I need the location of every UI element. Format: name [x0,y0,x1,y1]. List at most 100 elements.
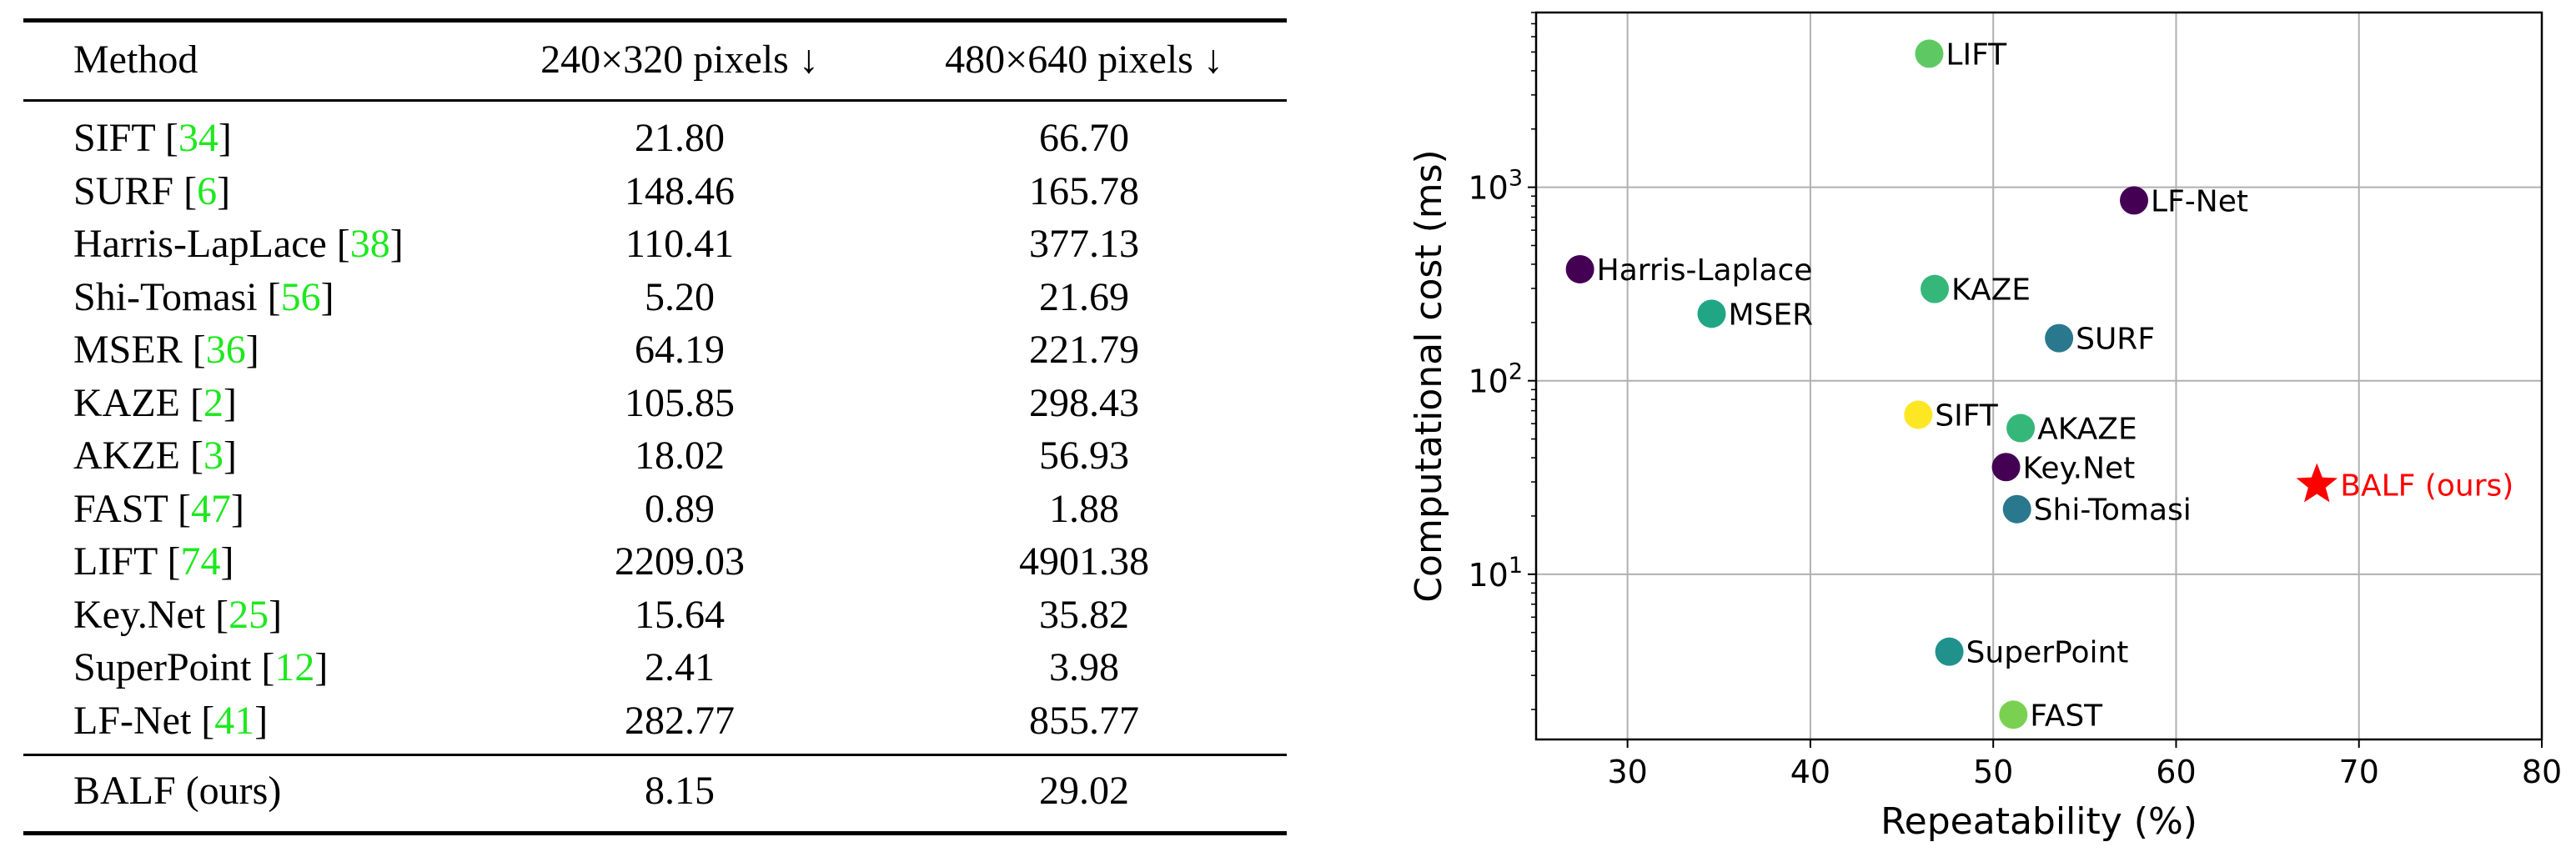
citation-link[interactable]: 12 [274,645,315,689]
table-mid-rule [23,754,1287,756]
y-tick-label: 101 [1468,553,1523,594]
table-row-fast-480x640: 1.88 [1049,486,1119,531]
point-label-lift: LIFT [1946,38,2007,72]
table-row-sift-240x320: 21.80 [635,116,725,160]
table-row-balf-240x320: 8.15 [645,769,715,813]
point-label-sift: SIFT [1935,399,1999,434]
point-harris-laplace [1565,254,1594,283]
citation-bracket: ] [269,592,283,637]
table-row-surf-240x320: 148.46 [625,168,735,213]
table-header-rule [23,99,1287,102]
header-240x320: 240×320 pixels ↓ [540,38,819,82]
point-label-surf: SURF [2076,323,2155,357]
citation-bracket: ] [320,274,334,319]
table-row-surf-480x640: 165.78 [1029,168,1139,213]
repeatability-vs-cost-chart: 30 40 50 60 70 80 101 102 103 Repeatability (%) Co… [1334,0,2576,857]
point-label-kaze: KAZE [1951,273,2031,308]
table-row-mser-240x320: 64.19 [635,328,725,372]
table-row-key-net-method: Key.Net [25] [73,592,283,637]
point-label-fast: FAST [2030,699,2103,733]
citation-bracket: ] [218,116,232,160]
citation-link[interactable]: 38 [349,222,390,266]
citation-link[interactable]: 25 [228,592,269,637]
point-label-harris-laplace: Harris-Laplace [1597,253,1813,288]
y-tick-label: 103 [1468,166,1523,207]
citation-link[interactable]: 47 [190,486,231,531]
table-row-kaze-method: KAZE [2] [73,383,237,423]
table-row-akze-480x640: 56.93 [1039,434,1129,478]
table-row-superpoint-method: SuperPoint [12] [73,648,328,688]
citation-link[interactable]: 36 [205,328,246,372]
y-axis-label: Computational cost (ms) [1408,149,1450,602]
header-480x640: 480×640 pixels ↓ [945,38,1223,82]
citation-link[interactable]: 3 [203,434,223,478]
table-row-mser-method: MSER [36] [73,330,259,370]
table-row-balf-method: BALF (ours) [73,769,282,813]
citation-bracket: ] [230,486,244,531]
point-lf-net [2120,186,2149,215]
x-axis-label: Repeatability (%) [1881,800,2197,843]
table-row-fast-method: FAST [47] [73,489,244,529]
method-name: Key.Net [ [73,592,229,637]
method-name: SIFT [ [73,116,178,160]
citation-link[interactable]: 74 [180,539,221,584]
point-label-akaze: AKAZE [2037,413,2137,447]
method-name: FAST [ [73,486,191,531]
x-tick-label: 50 [1973,754,2013,790]
point-label-mser: MSER [1729,298,1814,332]
results-table: Method 240×320 pixels ↓ 480×640 pixels ↓… [23,18,1287,835]
table-row-key-net-240x320: 15.64 [635,592,725,637]
x-tick-label: 60 [2156,754,2196,790]
point-balf-ours-star [2296,463,2337,503]
table-row-surf-method: SURF [6] [73,168,231,213]
method-name: Harris-LapLace [ [73,222,350,266]
table-row-lf-net-240x320: 282.77 [625,698,735,743]
method-name: SuperPoint [ [73,645,275,689]
point-label-lf-net: LF-Net [2151,184,2248,218]
method-name: AKZE [ [73,434,203,478]
plot-frame [1534,11,2543,741]
method-name: SURF [ [73,168,198,213]
citation-bracket: ] [217,168,231,213]
table-row-sift-480x640: 66.70 [1039,116,1129,160]
point-lift [1915,39,1944,68]
table-row-harris-laplace-240x320: 110.41 [625,222,735,266]
table-bottom-rule [23,831,1287,835]
table-row-shi-tomasi-240x320: 5.20 [645,274,715,319]
x-tick-label: 30 [1607,754,1647,790]
citation-link[interactable]: 2 [203,380,223,425]
table-row-fast-240x320: 0.89 [645,486,715,531]
table-row-shi-tomasi-480x640: 21.69 [1039,274,1129,319]
x-tick-label: 40 [1790,754,1830,790]
header-method: Method [73,38,198,82]
scatter-plot: 30 40 50 60 70 80 101 102 103 Repeatability (%) Co… [1408,11,2562,843]
point-kaze [1921,274,1950,303]
table-row-lift-method: LIFT [74] [73,542,233,582]
point-fast [1999,700,2028,729]
table-row-harris-laplace-480x640: 377.13 [1029,222,1139,266]
point-akaze [2006,413,2036,443]
method-name: LF-Net [ [73,698,215,743]
table-row-akze-240x320: 18.02 [635,434,725,478]
citation-link[interactable]: 6 [197,168,218,213]
y-tick-label: 102 [1468,359,1523,400]
point-shi-tomasi [2002,494,2031,524]
point-label-balf-ours: BALF (ours) [2340,469,2513,503]
table-row-shi-tomasi-method: Shi-Tomasi [56] [73,274,334,319]
point-sift [1904,400,1933,429]
citation-link[interactable]: 34 [178,116,218,160]
point-label-superpoint: SuperPoint [1966,636,2129,670]
citation-bracket: ] [389,222,404,266]
citation-bracket: ] [254,698,269,743]
point-surf [2045,323,2074,353]
point-mser [1697,299,1726,328]
table-row-lift-480x640: 4901.38 [1019,539,1149,584]
citation-link[interactable]: 56 [280,274,321,319]
point-label-shi-tomasi: Shi-Tomasi [2034,494,2192,528]
citation-link[interactable]: 41 [214,698,255,743]
citation-bracket: ] [223,434,237,478]
table-row-akze-method: AKZE [3] [73,436,237,476]
point-label-key-net: Key.Net [2023,451,2136,485]
method-name: Shi-Tomasi [ [73,274,281,319]
method-name: KAZE [ [73,380,203,425]
